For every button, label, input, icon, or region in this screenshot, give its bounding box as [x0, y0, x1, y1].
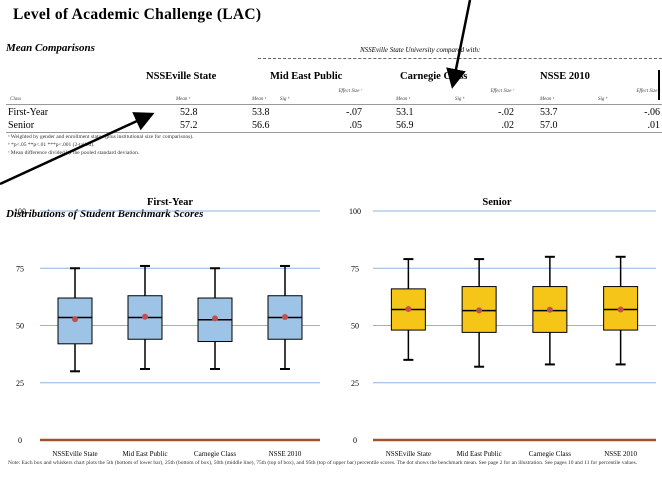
chart-title: Senior [482, 197, 512, 208]
arrow-carnegie [446, 0, 472, 89]
header-rule [6, 104, 662, 105]
row-first-year-mep-effect: -.07 [346, 107, 362, 118]
row-first-year-class: First-Year [8, 107, 49, 118]
box-3 [603, 255, 639, 366]
subhead-effect-cc: Effect Size ᶜ [490, 89, 514, 94]
col-mid-east-public: Mid East Public [270, 71, 343, 82]
box-0 [57, 267, 93, 373]
compared-with-label: NSSEville State University compared with… [360, 46, 481, 54]
row-senior-nsse-mean: 57.0 [540, 120, 558, 131]
chart-title: First-Year [147, 197, 193, 208]
y-tick-label: 75 [351, 264, 359, 273]
x-category-label: NSSEville State [386, 450, 431, 458]
row-senior-cc-mean: 56.9 [396, 120, 414, 131]
subhead-effect-nsse: Effect Size ᶜ [636, 89, 660, 94]
row-first-year-nsseville-mean: 52.8 [180, 107, 198, 118]
box-3 [267, 264, 303, 371]
mean-comparisons-heading: Mean Comparisons [6, 42, 95, 54]
row-senior-mep-mean: 56.6 [252, 120, 270, 131]
box-2 [532, 255, 568, 366]
chart-0: First-Year 0 25 50 75 100 NSSEville State Mid E… [14, 197, 320, 458]
x-category-label: Mid East Public [457, 450, 502, 458]
mean-dot [617, 306, 624, 313]
footnote-c: ᶜ Mean difference divided by the pooled … [8, 150, 140, 156]
page-title: Level of Academic Challenge (LAC) [13, 6, 262, 23]
subhead-mean-nsseville: Mean ᵃ [176, 97, 191, 102]
footnote-b: ᵇ *p<.05 **p<.01 ***p<.001 (2-tailed). [8, 142, 95, 148]
chart-1: Senior 0 25 50 75 100 NSSEville State Mid East … [349, 197, 656, 458]
row-senior-class: Senior [8, 120, 35, 131]
y-tick-label: 25 [351, 379, 359, 388]
col-nsseville: NSSEville State [146, 71, 217, 82]
y-tick-label: 0 [353, 436, 357, 445]
row-first-year-cc-mean: 53.1 [396, 107, 414, 118]
mean-dot [142, 313, 148, 320]
y-tick-label: 50 [16, 322, 24, 331]
row-senior-mep-effect: .05 [349, 120, 363, 131]
row-senior-nsseville-mean: 57.2 [180, 120, 198, 131]
y-tick-label: 75 [16, 264, 24, 273]
row-first-year-mep-mean: 53.8 [252, 107, 270, 118]
col-carnegie-class: Carnegie Class [400, 71, 468, 82]
box-1 [461, 258, 497, 368]
row-first-year-nsse-mean: 53.7 [540, 107, 558, 118]
row-senior-cc-effect: .02 [501, 120, 515, 131]
table-bottom-rule [6, 132, 662, 133]
y-tick-label: 100 [14, 207, 26, 216]
subhead-mean-nsse: Mean ᵃ [540, 97, 555, 102]
box-0 [390, 258, 426, 361]
box-1 [127, 264, 163, 371]
x-category-label: NSSE 2010 [269, 450, 302, 458]
row-first-year-cc-effect: -.02 [498, 107, 514, 118]
subhead-sig-mep: Sig ᵇ [280, 97, 289, 102]
compared-divider [258, 58, 662, 59]
subhead-effect-mep: Effect Size ᶜ [338, 89, 362, 94]
x-category-label: Mid East Public [122, 450, 167, 458]
subhead-mean-cc: Mean ᵃ [396, 97, 411, 102]
mean-dot [476, 307, 483, 314]
x-category-label: NSSE 2010 [604, 450, 637, 458]
col-nsse-2010: NSSE 2010 [540, 71, 590, 82]
mean-dot [405, 306, 412, 313]
y-tick-label: 50 [351, 322, 359, 331]
mean-dot [282, 314, 288, 321]
x-category-label: NSSEville State [52, 450, 97, 458]
annotation-arrows [0, 0, 660, 186]
mean-dot [212, 315, 218, 322]
y-tick-label: 100 [349, 207, 361, 216]
x-category-label: Carnegie Class [194, 450, 236, 458]
box-2 [197, 267, 233, 371]
mean-dot [72, 316, 78, 323]
mean-dot [546, 306, 553, 313]
row-senior-nsse-effect: .01 [647, 120, 661, 131]
row-first-year-nsse-effect: -.06 [644, 107, 660, 118]
x-category-label: Carnegie Class [529, 450, 571, 458]
y-tick-label: 25 [16, 379, 24, 388]
arrow-nsseville-mean [0, 112, 155, 186]
y-tick-label: 0 [18, 436, 22, 445]
subhead-sig-nsse: Sig ᵇ [598, 97, 607, 102]
subhead-sig-cc: Sig ᵇ [455, 97, 464, 102]
subhead-mean-mep: Mean ᵃ [252, 97, 267, 102]
chart-note: Note: Each box and whiskers chart plots … [8, 460, 638, 466]
subhead-class: Class [10, 97, 22, 102]
